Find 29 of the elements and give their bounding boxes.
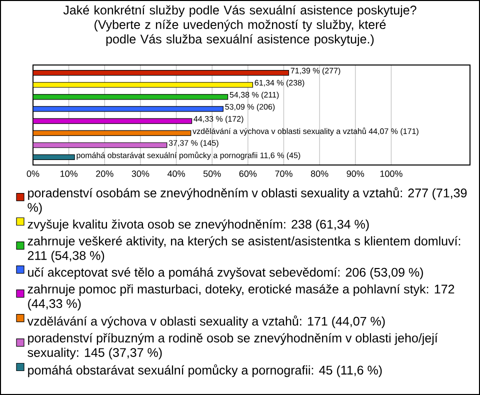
legend-label: vzdělávání a výchova v oblasti sexuality a vztahů: 171 (44,07 %) <box>27 315 385 328</box>
data-label: 54,38 % (211) <box>230 92 279 100</box>
legend-label: zahrnuje pomoc při masturbaci, doteky, erotické masáže a pohlavní styk: 172 (44,33 %) <box>28 284 454 310</box>
legend-label: poradenství příbuzným a rodině osob se znevýhodněním v oblasti jeho/její sexuality: 145 (37,37 %) <box>28 333 438 360</box>
data-label: vzdělávání a výchova v oblasti sexuality a vztahů 44,07 % (171) <box>192 128 418 136</box>
x-tick-label: 70% <box>275 170 292 177</box>
chart-title: Jaké konkrétní služby podle Vás sexuální asistence poskytuje? <box>63 5 416 17</box>
data-label: 37,37 % (145) <box>168 140 218 148</box>
data-label: 53,09 % (206) <box>225 104 275 112</box>
x-tick-label: 50% <box>203 170 221 177</box>
chart-subtitle: (Vyberte z níže uvedených možností ty služby, které podle Vás služba sexuální asistence poskytuje.) <box>94 20 386 46</box>
legend-label: zvyšuje kvalitu života osob se znevýhodněním: 238 (61,34 %) <box>28 219 369 232</box>
data-label: 61,34 % (238) <box>254 80 304 88</box>
x-tick-label: 60% <box>239 170 257 177</box>
x-tick-label: 90% <box>346 170 364 177</box>
data-label: 71,39 % (277) <box>290 68 340 76</box>
x-tick-label: 20% <box>96 170 114 177</box>
data-label: pomáhá obstarávat sexuální pomůcky a pornografii 11,6 % (45) <box>76 152 300 160</box>
legend-label: zahrnuje veškeré aktivity, na kterých se asistent/asistentka s klientem domluví: 211 (54,38 %) <box>28 236 460 262</box>
legend-label: poradenství osobám se znevýhodněním v oblasti sexuality a vztahů: 277 (71,39 %) <box>28 187 467 214</box>
x-tick-label: 10% <box>60 170 78 177</box>
legend-label: pomáhá obstarávat sexuální pomůcky a pornografii: 45 (11,6 %) <box>28 364 382 378</box>
x-tick-label: 80% <box>310 170 328 177</box>
legend-label: učí akceptovat své tělo a pomáhá zvyšovat sebevědomí: 206 (53,09 %) <box>28 267 423 280</box>
data-label: 44,33 % (172) <box>194 116 244 124</box>
x-tick-label: 40% <box>167 170 185 177</box>
x-tick-label: 30% <box>132 170 150 177</box>
x-tick-label: 100% <box>380 170 402 177</box>
x-tick-label: 0% <box>26 170 40 177</box>
